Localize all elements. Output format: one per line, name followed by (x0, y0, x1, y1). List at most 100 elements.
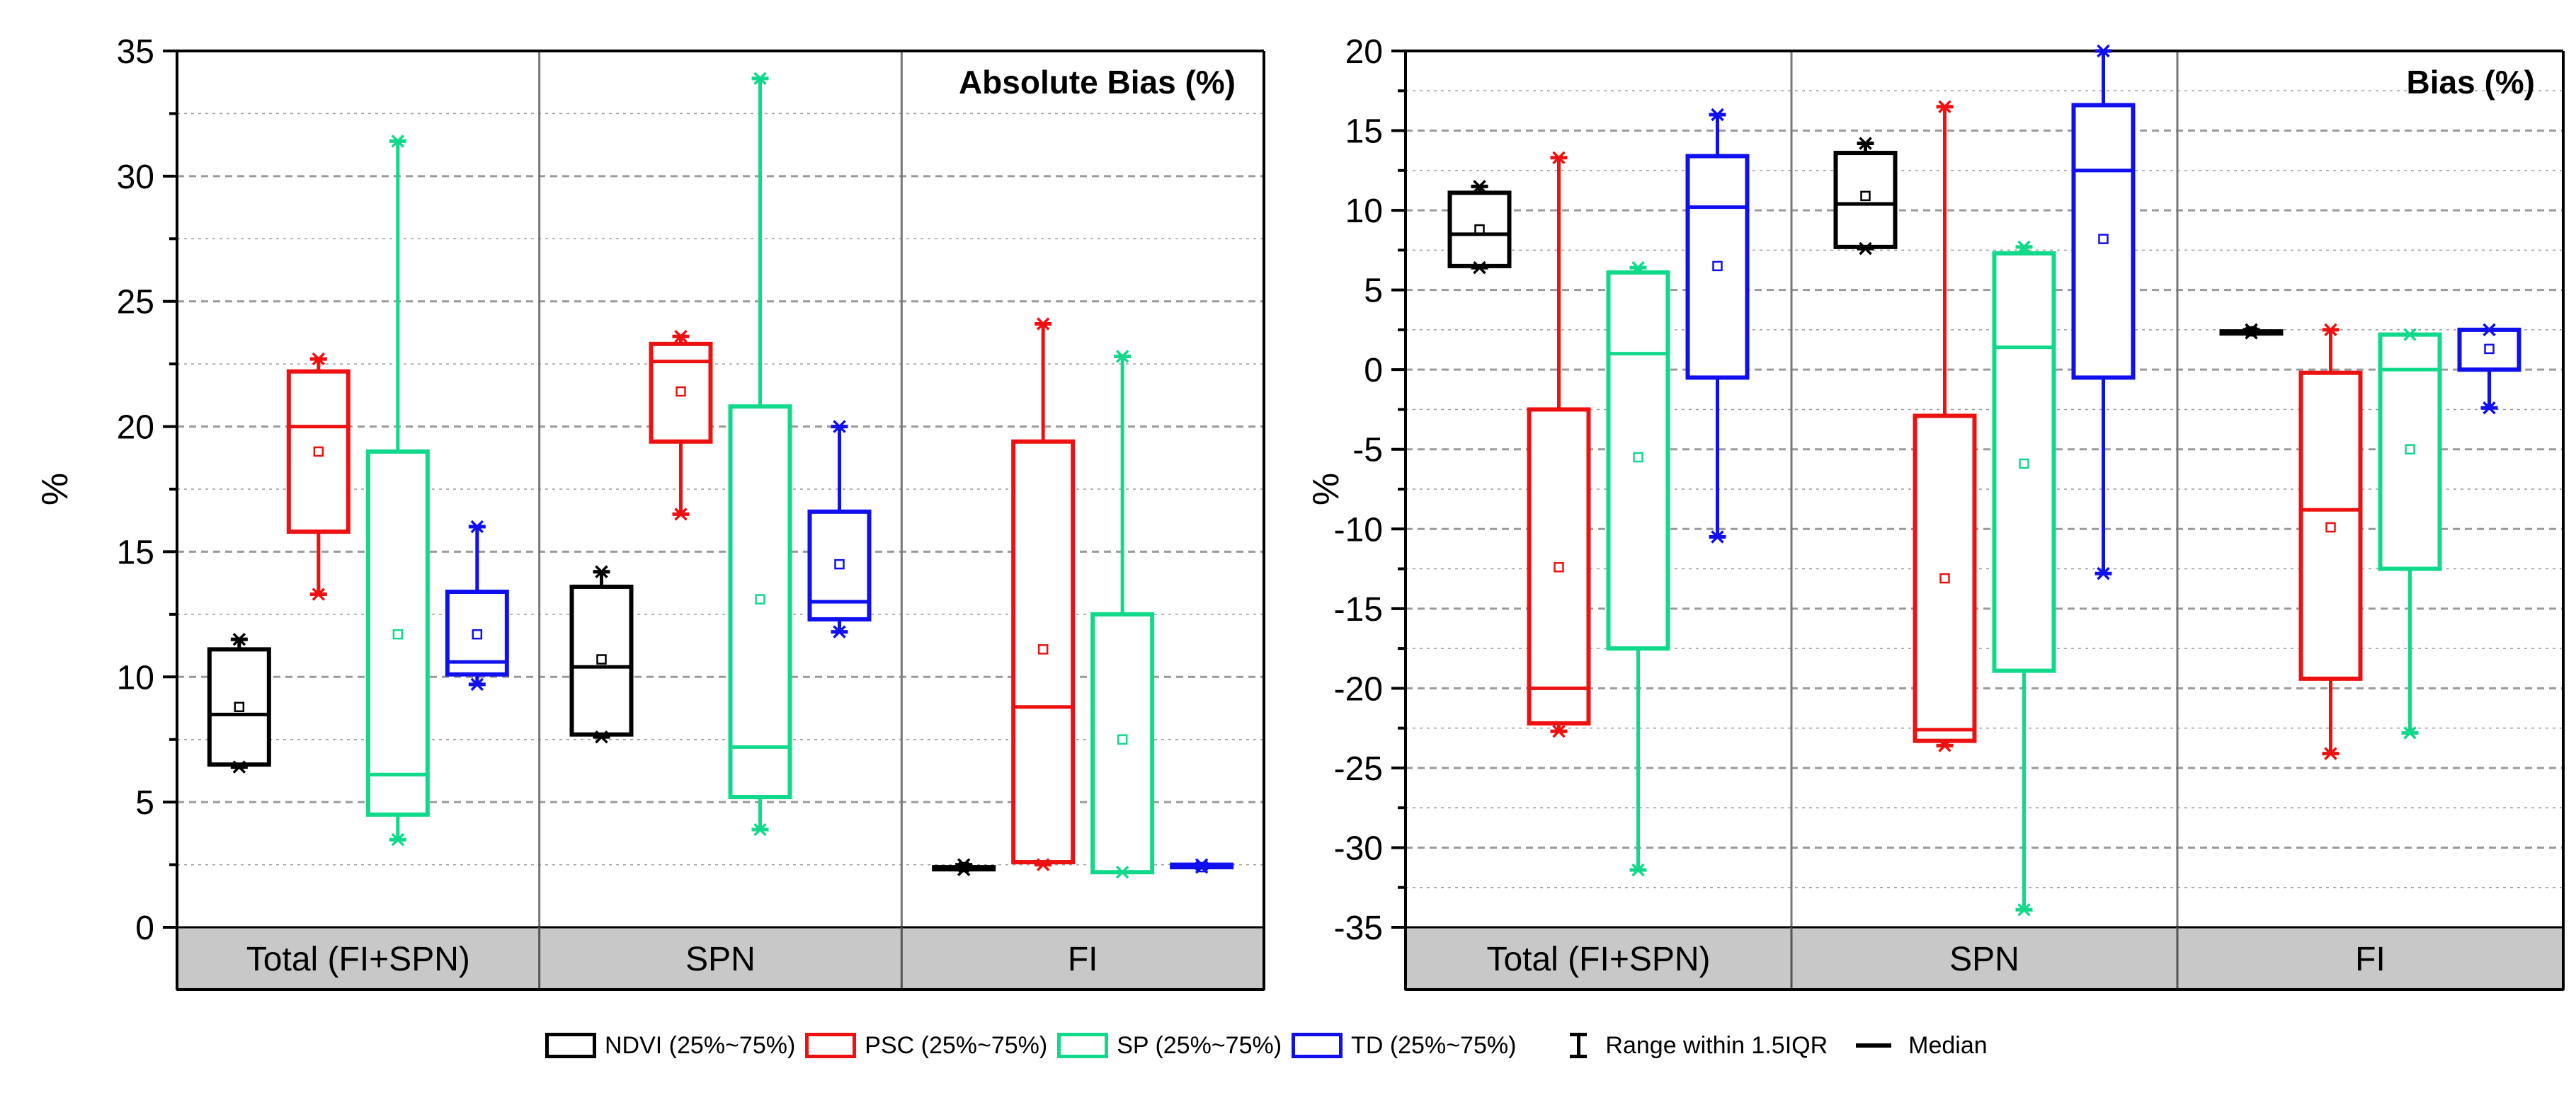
chart-bias-ndvi-group1-mean-marker (1474, 224, 1485, 235)
chart-bias-title: Bias (%) (2407, 64, 2535, 101)
chart-absolute-ytick-label: 30 (117, 159, 154, 196)
legend-swatch-psc (805, 1033, 857, 1058)
legend-median-label: Median (1908, 1031, 1988, 1059)
chart-bias-ndvi-group1-max-marker (1473, 180, 1486, 193)
chart-absolute-psc-group3-min-marker (1036, 858, 1050, 871)
legend-item-psc: PSC (25%~75%) (805, 1032, 1047, 1060)
chart-absolute-psc-group2-min-marker (674, 508, 688, 521)
chart-absolute-td-group1-mean-marker (472, 629, 483, 640)
chart-absolute-psc-group2-max-marker (674, 329, 688, 343)
chart-absolute-psc-group1-mean-marker (313, 446, 324, 457)
chart-bias-psc-group3-box (2298, 370, 2363, 681)
chart-bias-td-group1-min-marker (1711, 530, 1724, 544)
chart-bias-ytick-label: 0 (1364, 352, 1383, 389)
chart-bias-ndvi-group2-min-marker (1859, 241, 1872, 256)
chart-bias-sp-group1-mean-marker (1633, 452, 1643, 463)
chart-absolute-psc-group3-max-marker (1036, 317, 1050, 331)
chart-bias-psc-group3-max-marker (2324, 323, 2337, 337)
chart-bias-y-label: % (1306, 473, 1347, 505)
legend-range: Range within 1.5IQR (1568, 1031, 1828, 1060)
chart-absolute-ndvi-group2-min-marker (595, 730, 608, 744)
legend: NDVI (25%~75%) PSC (25%~75%) SP (25%~75%… (545, 1021, 1988, 1070)
legend-swatch-ndvi (545, 1033, 596, 1058)
chart-bias-ytick-label: -20 (1334, 670, 1383, 708)
chart-bias-psc-group2-max-marker (1938, 100, 1951, 114)
chart-bias-sp-group2-min-marker (2017, 903, 2031, 917)
chart-bias-ytick-label: -10 (1334, 511, 1383, 549)
chart-bias-ndvi-group2-max-marker (1859, 137, 1872, 150)
chart-bias-td-group1-max-marker (1711, 108, 1724, 122)
chart-bias-td-group3-min-marker (2483, 401, 2496, 415)
chart-bias-sp-group3-mean-marker (2405, 444, 2415, 454)
chart-absolute-td-group2-mean-marker (834, 558, 845, 570)
chart-absolute-group-label: Total (FI+SPN) (246, 941, 470, 978)
chart-absolute-sp-group3-mean-marker (1117, 734, 1128, 745)
chart-absolute-td-group3-max-marker (1195, 858, 1209, 871)
chart-absolute-ndvi-group2-max-marker (595, 565, 608, 578)
chart-bias-ytick-label: 10 (1345, 193, 1383, 230)
chart-bias-td-group3-box (2457, 327, 2521, 372)
chart-absolute-psc-group3-box (1011, 439, 1076, 865)
chart-bias-sp-group1-box (1606, 270, 1670, 651)
chart-bias-psc-group3-min-marker (2324, 747, 2337, 760)
legend-label-psc: PSC (25%~75%) (865, 1031, 1048, 1059)
chart-bias-td-group1-box (1685, 154, 1750, 380)
chart-bias-sp-group3-box (2378, 332, 2442, 571)
chart-absolute-ytick-label: 10 (117, 659, 154, 697)
chart-absolute-sp-group2-mean-marker (755, 594, 765, 605)
chart-bias-td-group1-mean-marker (1712, 260, 1723, 272)
chart-absolute-td-group2-max-marker (833, 420, 846, 433)
chart-absolute-sp-group3-max-marker (1115, 350, 1129, 363)
chart-bias-ndvi-group3-max-marker (2245, 323, 2258, 337)
chart-absolute-sp-group1-min-marker (391, 832, 405, 847)
chart-absolute-td-group3-min-marker (1195, 860, 1209, 874)
chart-absolute-sp-group2-min-marker (753, 823, 767, 837)
legend-item-ndvi: NDVI (25%~75%) (545, 1032, 795, 1060)
chart-bias-td-group2-box (2071, 103, 2136, 380)
whisker-range-icon (1568, 1031, 1588, 1060)
chart-absolute-sp-group2-max-marker (753, 71, 767, 86)
chart-bias-psc-group2-box (1913, 413, 1977, 743)
chart-absolute-ndvi-group1-box (207, 647, 271, 767)
chart-bias-td-group3-mean-marker (2484, 343, 2495, 355)
legend-item-td: TD (25%~75%) (1292, 1032, 1516, 1060)
chart-bias-td-group2-max-marker (2097, 44, 2110, 58)
chart-absolute-psc-group1-box (286, 369, 351, 534)
chart-bias-td-group2-mean-marker (2098, 234, 2109, 244)
chart-absolute-ytick-label: 15 (117, 534, 154, 571)
chart-bias-group-label: FI (2355, 941, 2386, 978)
chart-absolute-ndvi-group2-mean-marker (596, 654, 607, 665)
chart-bias-ytick-label: -15 (1334, 591, 1383, 629)
chart-absolute-td-group1-max-marker (470, 520, 484, 534)
chart-bias-ytick-label: -30 (1334, 830, 1383, 867)
legend-range-label: Range within 1.5IQR (1605, 1031, 1828, 1059)
legend-swatch-sp (1057, 1033, 1109, 1058)
chart-absolute-sp-group1-mean-marker (392, 629, 404, 640)
chart-absolute-sp-group3-min-marker (1115, 865, 1129, 879)
chart-bias-ytick-label: 20 (1345, 33, 1383, 71)
chart-bias-ytick-label: -35 (1334, 910, 1383, 947)
chart-bias-sp-group2-mean-marker (2019, 458, 2029, 469)
chart-bias-sp-group3-min-marker (2403, 726, 2417, 740)
chart-bias-ytick-label: 5 (1364, 273, 1383, 310)
chart-bias-ndvi-group1-box (1447, 190, 1512, 268)
chart-absolute-ytick-label: 0 (135, 910, 154, 947)
chart-absolute-ndvi-group3-min-marker (957, 863, 971, 876)
chart-absolute-group-label: FI (1068, 941, 1098, 978)
chart-absolute-psc-group2-box (649, 341, 713, 444)
chart-absolute-ndvi-group2-box (569, 584, 634, 737)
chart-bias-td-group3-max-marker (2483, 323, 2496, 337)
chart-bias-ytick-label: -5 (1352, 432, 1383, 469)
chart-absolute-group-band (176, 926, 1265, 991)
legend-label-ndvi: NDVI (25%~75%) (605, 1031, 796, 1059)
chart-bias-ytick-label: -25 (1334, 750, 1383, 788)
chart-bias-sp-group2-max-marker (2017, 240, 2031, 254)
legend-label-sp: SP (25%~75%) (1117, 1031, 1282, 1059)
chart-absolute-ytick-label: 5 (135, 784, 154, 822)
chart-bias-psc-group1-mean-marker (1554, 562, 1564, 573)
chart-absolute-sp-group1-max-marker (391, 134, 405, 148)
median-line-icon (1856, 1043, 1892, 1048)
chart-absolute-sp-group2-box (728, 404, 792, 800)
chart-bias-sp-group1-min-marker (1631, 863, 1645, 877)
